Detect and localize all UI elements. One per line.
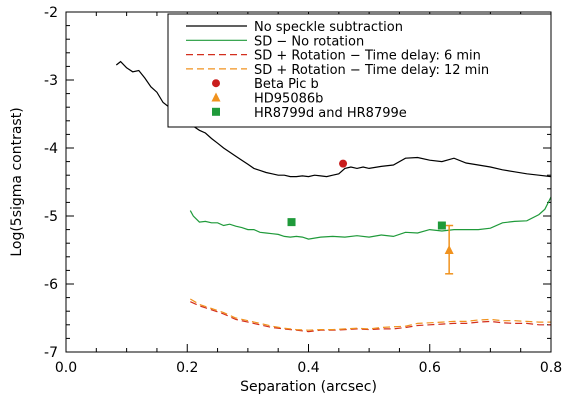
- series-line-sd-rot-12min: [189, 298, 551, 331]
- data-point-hr8799: [287, 218, 296, 227]
- legend-label-sd-rot-6min: SD + Rotation − Time delay: 6 min: [254, 49, 481, 64]
- points-layer: [287, 159, 454, 275]
- y-tick-label: -4: [44, 141, 58, 157]
- data-point-hd95086b: [444, 245, 454, 254]
- series-line-sd-rot-6min: [190, 301, 551, 333]
- x-tick-label: 0.4: [297, 360, 319, 376]
- x-tick-label: 0.0: [55, 360, 77, 376]
- legend: No speckle subtraction SD − No rotation …: [167, 13, 552, 128]
- x-tick-labels: 0.0 0.2 0.4 0.6 0.8: [55, 360, 562, 376]
- legend-marker-hr8799: [212, 107, 220, 116]
- y-tick-label: -7: [44, 345, 58, 361]
- legend-label-beta-pic-b: Beta Pic b: [254, 77, 319, 92]
- legend-marker-shape: [211, 92, 221, 102]
- y-tick-label: -5: [44, 209, 58, 225]
- legend-marker-beta-pic-b: [212, 79, 220, 88]
- legend-box: [167, 13, 552, 128]
- legend-label-hd95086b: HD95086b: [254, 92, 323, 107]
- legend-marker-shape: [212, 79, 220, 88]
- y-axis-title: Log(5sigma contrast): [9, 107, 25, 256]
- legend-label-sd-no-rotation: SD − No rotation: [254, 34, 364, 49]
- data-point-hr8799: [437, 221, 446, 230]
- y-tick-label: -6: [44, 277, 58, 293]
- data-point-beta-pic-b: [339, 159, 348, 168]
- y-tick-label: -3: [44, 73, 58, 89]
- legend-label-hr8799: HR8799d and HR8799e: [254, 106, 407, 121]
- legend-label-no-speckle: No speckle subtraction: [254, 20, 403, 35]
- x-tick-label: 0.6: [419, 360, 441, 376]
- plot-frame: [65, 11, 552, 353]
- x-axis-title: Separation (arcsec): [240, 379, 377, 395]
- series-line-sd-no-rotation: [189, 196, 552, 240]
- legend-marker-shape: [212, 107, 220, 116]
- y-tick-labels: -7 -6 -5 -4 -3 -2: [44, 5, 58, 361]
- x-tick-label: 0.8: [540, 360, 562, 376]
- y-tick-label: -2: [44, 5, 58, 21]
- legend-label-sd-rot-12min: SD + Rotation − Time delay: 12 min: [254, 63, 489, 78]
- x-tick-label: 0.2: [176, 360, 198, 376]
- legend-marker-hd95086b: [211, 92, 221, 102]
